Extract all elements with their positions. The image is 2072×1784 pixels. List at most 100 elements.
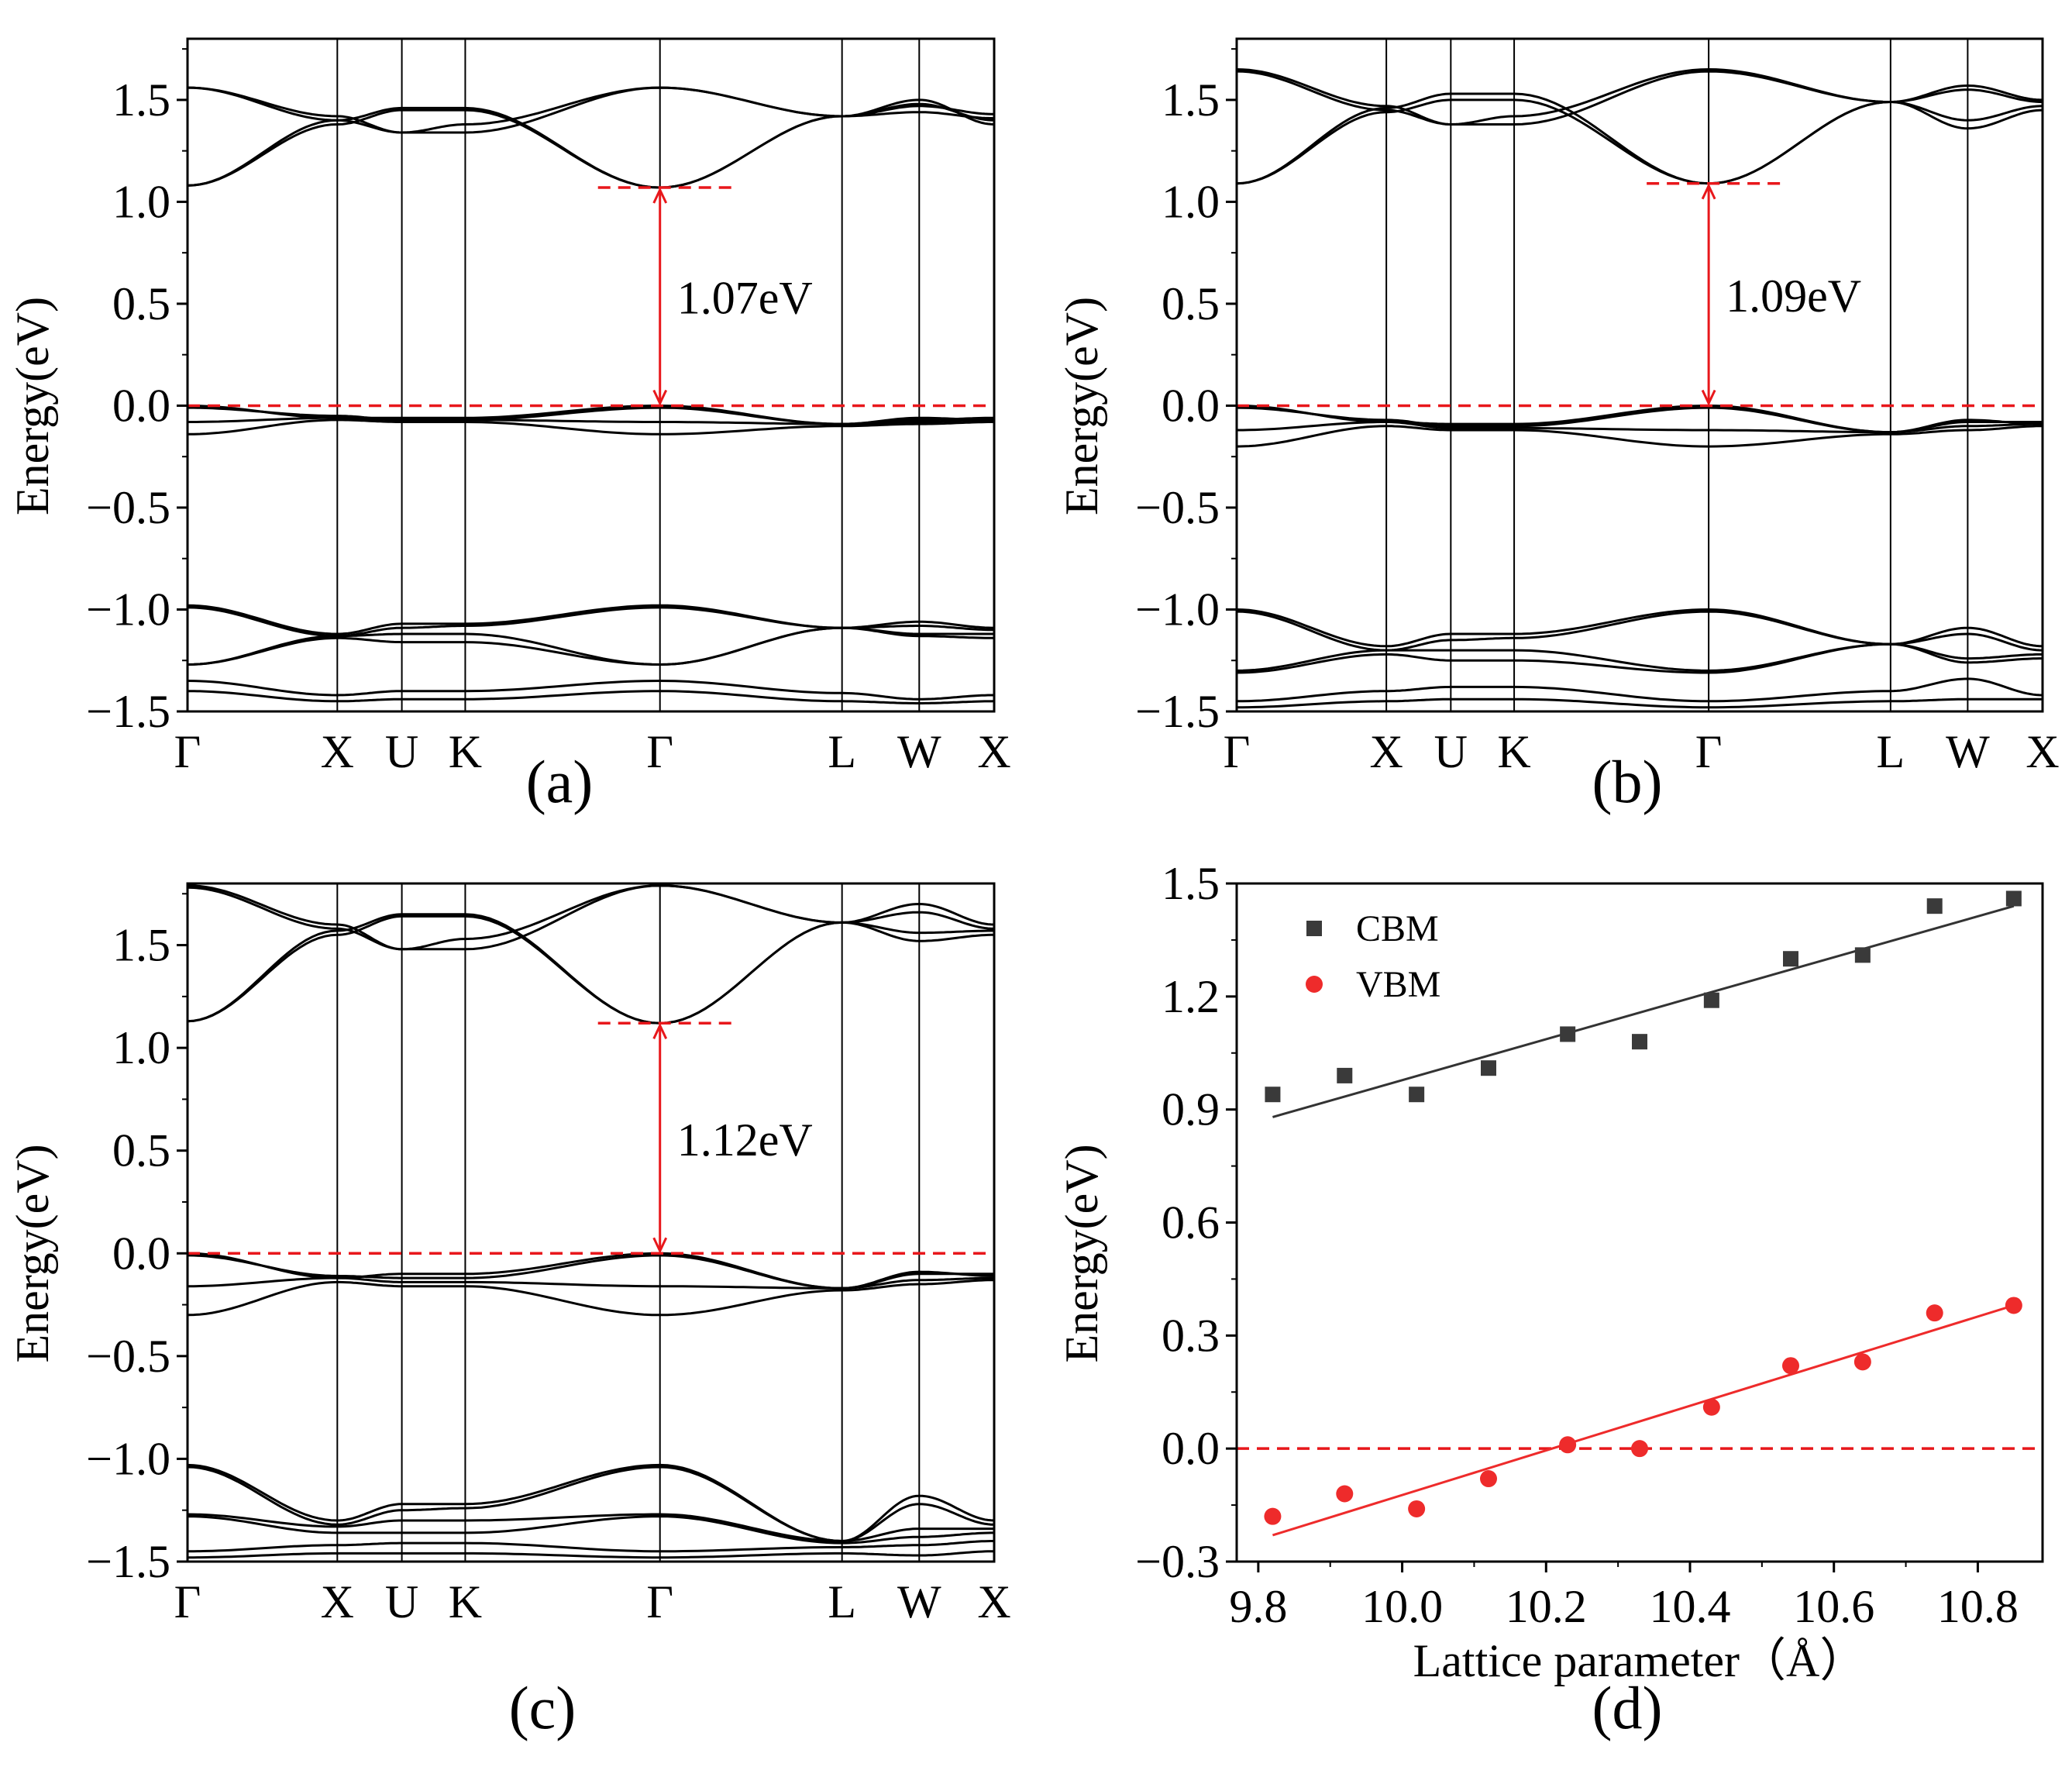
gap-arrow-head-top	[652, 187, 668, 204]
kpath-label: Γ	[1695, 726, 1723, 777]
y-tick-label: 1.5	[1162, 858, 1220, 909]
y-tick-label: −1.0	[86, 584, 170, 635]
cbm-point	[1632, 1034, 1647, 1050]
kpath-label: W	[897, 1576, 941, 1627]
kpath-label: K	[449, 1576, 482, 1627]
y-tick-label: 0.5	[112, 278, 170, 329]
valence-band-line	[188, 1276, 994, 1290]
cbm-fit-line	[1272, 904, 2015, 1118]
legend-cbm-marker	[1306, 921, 1322, 936]
vbm-point	[1480, 1470, 1497, 1488]
y-tick-label: −1.5	[1135, 686, 1220, 737]
conduction-band-line	[1237, 70, 2043, 130]
x-tick-label: 10.2	[1506, 1581, 1587, 1632]
panel-label: (c)	[509, 1674, 577, 1741]
band-gap-label: 1.07eV	[677, 273, 813, 324]
vbm-point	[1264, 1507, 1282, 1525]
x-tick-label: 10.8	[1937, 1581, 2019, 1632]
cbm-point	[1783, 951, 1798, 967]
kpath-label: Γ	[174, 1576, 201, 1627]
y-tick-label: 0.6	[1162, 1197, 1220, 1248]
y-tick-label: 1.2	[1162, 971, 1220, 1022]
valence-band-line	[188, 416, 994, 425]
conduction-band-line	[1237, 67, 2043, 126]
kpath-label: Γ	[174, 726, 201, 777]
lower-band-line	[1237, 642, 2043, 672]
y-tick-label: 1.5	[112, 74, 170, 126]
y-tick-label: 1.5	[112, 920, 170, 971]
kpath-label: U	[385, 1576, 418, 1627]
vbm-point	[1336, 1485, 1354, 1503]
y-tick-label: 0.5	[1162, 278, 1220, 329]
kpath-label: L	[828, 1576, 856, 1627]
y-tick-label: −1.0	[1135, 584, 1220, 635]
panel-label: (b)	[1592, 748, 1663, 815]
valence-band-line	[188, 1279, 994, 1317]
x-tick-label: 10.0	[1361, 1581, 1443, 1632]
vbm-fit-line	[1272, 1304, 2015, 1537]
panel-label: (a)	[526, 748, 594, 815]
x-axis-title: Lattice parameter（Å）	[1413, 1635, 1867, 1686]
lower-band-line	[188, 626, 994, 666]
conduction-band-line	[188, 884, 994, 951]
kpath-label: X	[2026, 726, 2059, 777]
y-tick-label: 0.0	[112, 1228, 170, 1279]
gap-arrow-head-bottom	[1701, 389, 1716, 406]
plot-frame	[186, 37, 996, 713]
lower-band-line	[1237, 608, 2043, 648]
kpath-label: W	[897, 726, 941, 777]
kpath-label: X	[321, 1576, 354, 1627]
lower-band-line	[188, 679, 994, 701]
vbm-point	[1702, 1398, 1720, 1416]
y-tick-label: −0.5	[86, 1331, 170, 1382]
y-tick-label: 1.0	[112, 1022, 170, 1073]
lower-band-line	[188, 604, 994, 635]
lower-band-line	[1237, 642, 2043, 674]
y-tick-label: 0.3	[1162, 1310, 1220, 1361]
band-gap-label: 1.12eV	[677, 1114, 813, 1166]
cbm-point	[1265, 1087, 1281, 1103]
legend-vbm-marker	[1306, 976, 1323, 993]
valence-band-line	[188, 406, 994, 425]
conduction-band-line	[188, 108, 994, 189]
gap-arrow-head-bottom	[652, 1237, 668, 1254]
lower-band-line	[188, 1515, 994, 1545]
y-tick-label: −0.5	[1135, 482, 1220, 533]
lower-band-line	[188, 1550, 994, 1559]
vbm-point	[1926, 1304, 1943, 1322]
legend-label: CBM	[1356, 908, 1439, 949]
conduction-band-line	[188, 86, 994, 134]
y-tick-label: 0.0	[1162, 380, 1220, 431]
vbm-point	[1559, 1436, 1577, 1454]
conduction-band-line	[188, 884, 994, 951]
y-tick-label: −1.5	[86, 1536, 170, 1587]
band-gap-label: 1.09eV	[1726, 270, 1861, 322]
y-axis-title: Energy(eV)	[1056, 1144, 1107, 1362]
lower-band-line	[188, 1513, 994, 1543]
y-axis-title: Energy(eV)	[7, 297, 58, 515]
valence-band-line	[1237, 425, 2043, 448]
vbm-point	[1408, 1500, 1426, 1517]
lower-band-line	[188, 1540, 994, 1553]
y-tick-label: −0.5	[86, 482, 170, 533]
valence-band-line	[1237, 406, 2043, 434]
lower-band-line	[188, 626, 994, 666]
x-tick-label: 10.4	[1650, 1581, 1731, 1632]
lower-band-line	[1237, 677, 2043, 703]
cbm-point	[1703, 992, 1719, 1008]
vbm-point	[1853, 1353, 1871, 1371]
kpath-label: L	[828, 726, 856, 777]
lower-band-line	[1237, 697, 2043, 709]
bands-group	[188, 86, 994, 704]
y-tick-label: 0.0	[112, 380, 170, 431]
y-tick-label: −1.0	[86, 1433, 170, 1484]
y-tick-label: 1.0	[1162, 176, 1220, 227]
kpath-label: K	[1497, 726, 1530, 777]
vbm-point	[2005, 1297, 2022, 1314]
y-tick-label: 0.5	[112, 1125, 170, 1176]
cbm-point	[1409, 1087, 1425, 1103]
x-tick-label: 10.6	[1793, 1581, 1874, 1632]
